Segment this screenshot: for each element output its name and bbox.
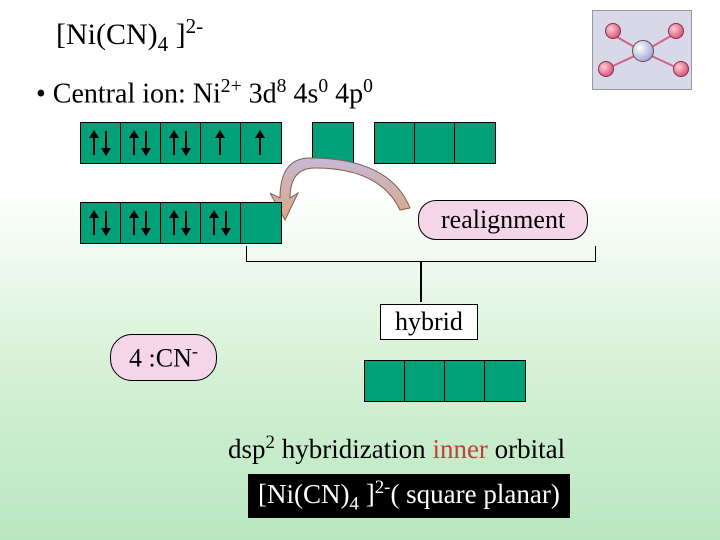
- ligand-prefix: 4 :CN: [129, 344, 192, 373]
- orbital-box: [161, 203, 201, 243]
- orbital-box: [241, 123, 281, 163]
- hybridization-description: dsp2 hybridization inner orbital: [228, 432, 565, 465]
- orbital-box: [81, 203, 121, 243]
- ni-charge: 2+: [221, 76, 242, 97]
- p-sup: 0: [363, 76, 373, 97]
- result-close: ]: [359, 479, 375, 509]
- orbital-box: [81, 123, 121, 163]
- formula-sub: 4: [158, 32, 169, 56]
- realignment-text: realignment: [441, 205, 565, 234]
- d-orbitals-initial: [80, 122, 282, 164]
- d-sup: 8: [277, 76, 287, 97]
- orbital-row-initial: [80, 122, 496, 164]
- d-label: 3d: [249, 78, 277, 109]
- result-sub: 4: [349, 493, 358, 514]
- complex-formula-title: [Ni(CN)4 ]2-: [56, 14, 203, 57]
- p-orbitals-initial: [374, 122, 496, 164]
- orbital-box: [485, 361, 525, 401]
- orbital-box: [241, 203, 281, 243]
- result-formula-box: [Ni(CN)4 ]2-( square planar): [248, 474, 570, 518]
- dsp-post: orbital: [488, 434, 565, 464]
- result-base: [Ni(CN): [258, 479, 349, 509]
- dsp-pre: dsp: [228, 434, 266, 464]
- square-planar-diagram: [592, 10, 692, 90]
- s-orbital-initial: [312, 122, 354, 164]
- orbital-box: [201, 203, 241, 243]
- hybrid-text: hybrid: [395, 307, 463, 336]
- orbital-box: [365, 361, 405, 401]
- formula-charge: 2-: [186, 14, 204, 38]
- orbital-row-realigned: [80, 202, 282, 244]
- s-label: 4s: [293, 78, 318, 109]
- orbital-box: [161, 123, 201, 163]
- orbital-box: [375, 123, 415, 163]
- orbital-box: [201, 123, 241, 163]
- dsp-sup: 2: [266, 432, 275, 453]
- orbital-box: [455, 123, 495, 163]
- hybrid-label: hybrid: [380, 304, 478, 340]
- orbital-box: [313, 123, 353, 163]
- hybrid-orbital-row: [364, 360, 526, 402]
- p-label: 4p: [335, 78, 363, 109]
- central-ion-line: • Central ion: Ni2+ 3d8 4s0 4p0: [36, 76, 373, 110]
- hybrid-bracket: [246, 246, 596, 262]
- orbital-box: [405, 361, 445, 401]
- d-orbitals-realigned: [80, 202, 282, 244]
- inner-word: inner: [432, 434, 487, 464]
- dsp-mid: hybridization: [275, 434, 432, 464]
- orbital-box: [121, 123, 161, 163]
- s-sup: 0: [318, 76, 328, 97]
- hybrid-bracket-stem: [420, 262, 422, 302]
- formula-base: [Ni(CN): [56, 18, 158, 51]
- orbital-box: [121, 203, 161, 243]
- hybrid-orbitals: [364, 360, 526, 402]
- ligand-sup: -: [192, 341, 198, 361]
- orbital-box: [415, 123, 455, 163]
- result-charge: 2-: [375, 477, 391, 498]
- orbital-box: [445, 361, 485, 401]
- result-shape: ( square planar): [390, 479, 559, 509]
- ligand-label: 4 :CN-: [110, 334, 217, 381]
- formula-close: ]: [168, 18, 186, 51]
- realignment-label: realignment: [418, 200, 588, 240]
- central-ion-prefix: • Central ion: Ni: [36, 78, 221, 109]
